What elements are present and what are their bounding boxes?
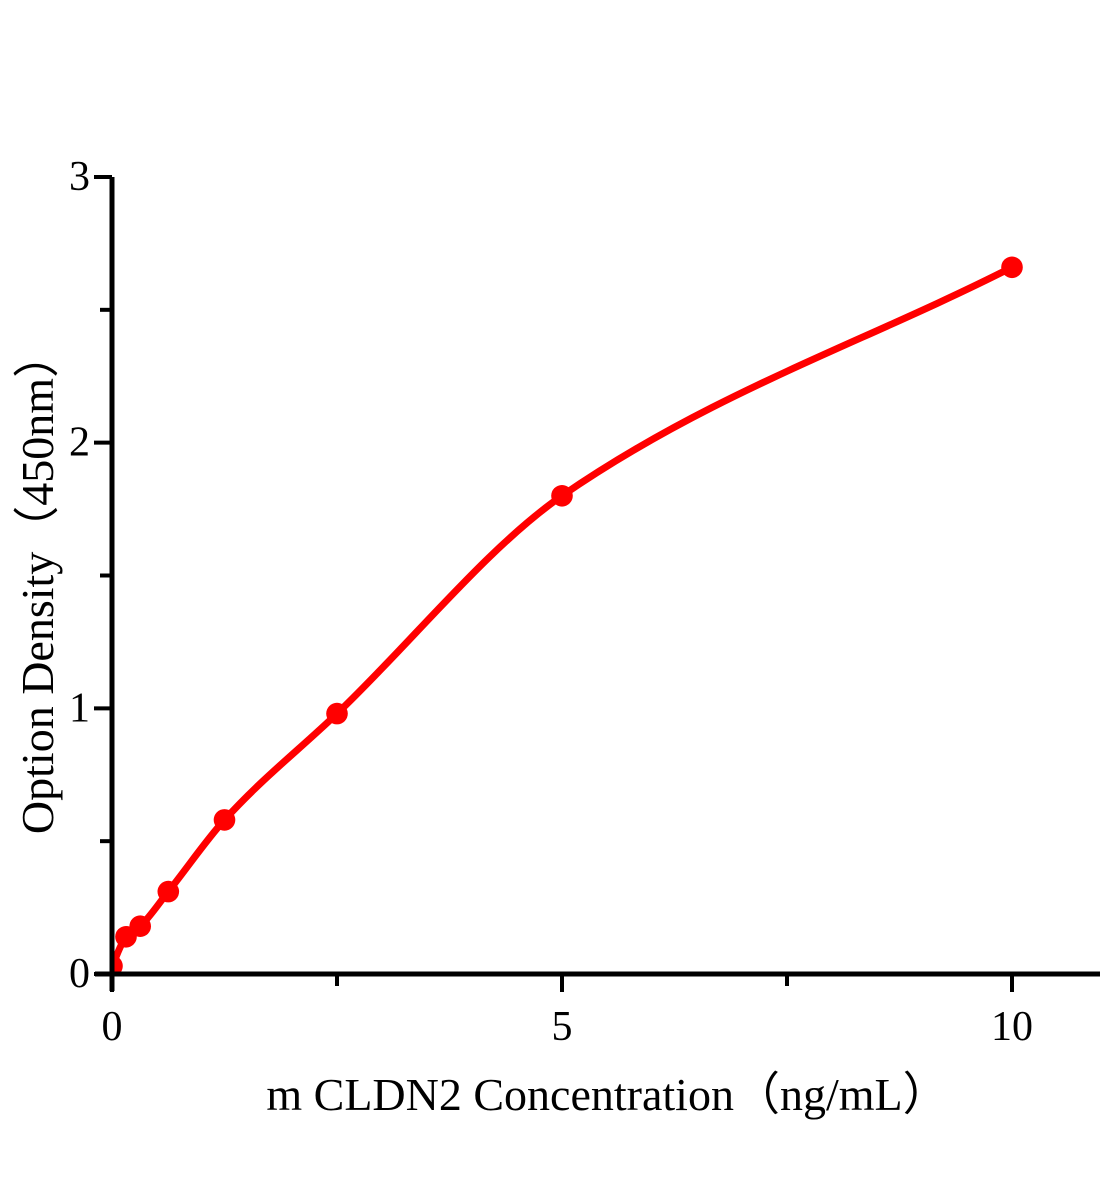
- y-tick-label: 0: [69, 951, 90, 997]
- data-point: [1001, 256, 1023, 279]
- y-tick-label: 1: [69, 685, 90, 731]
- data-point: [213, 809, 236, 831]
- y-tick-label: 3: [69, 154, 90, 200]
- x-tick-label: 0: [102, 1004, 123, 1050]
- data-point: [551, 485, 573, 507]
- data-point: [129, 915, 151, 937]
- x-axis-title: m CLDN2 Concentration（ng/mL）: [266, 1069, 949, 1120]
- data-point: [326, 702, 348, 725]
- y-tick-label: 2: [69, 420, 90, 466]
- fit-curve: [110, 263, 1016, 970]
- y-axis-title: Option Density（450nm）: [12, 331, 63, 835]
- data-point: [157, 880, 180, 903]
- x-tick-label: 5: [552, 1004, 573, 1050]
- x-tick-label: 10: [991, 1004, 1033, 1050]
